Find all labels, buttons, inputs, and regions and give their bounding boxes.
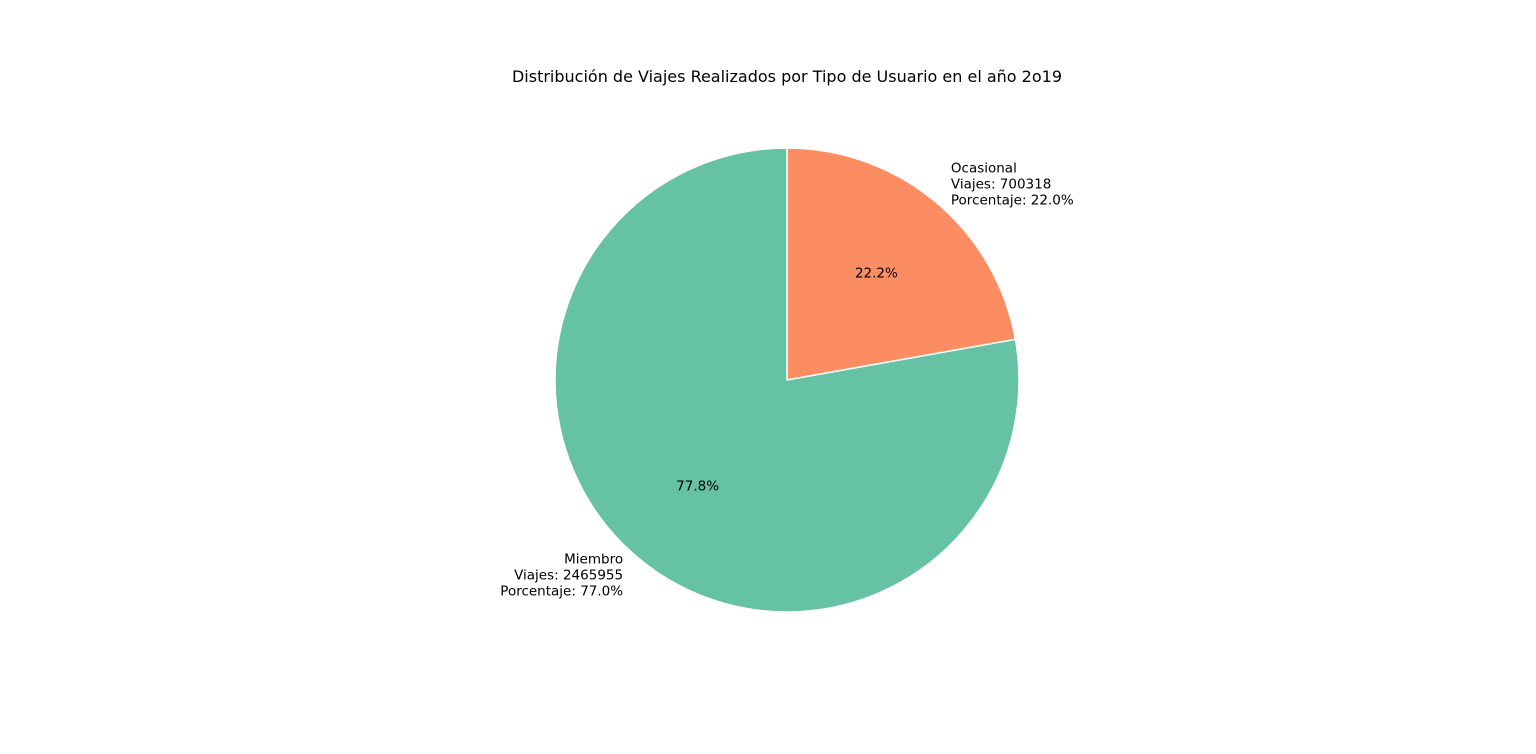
pct-label-ocasional: 22.2% <box>855 265 898 281</box>
pie-slice-miembro <box>554 147 1020 613</box>
slice-label-miembro: Miembro Viajes: 2465955 Porcentaje: 77.0% <box>500 552 623 600</box>
slice-labels: Ocasional Viajes: 700318 Porcentaje: 22.0%… <box>500 160 1074 599</box>
slice-label-line: Viajes: 2465955 <box>514 568 623 584</box>
pie-slices <box>554 147 1020 613</box>
pct-label-miembro: 77.8% <box>676 479 719 495</box>
slice-label-ocasional: Ocasional Viajes: 700318 Porcentaje: 22.0% <box>951 160 1074 208</box>
percentage-labels: 22.2% 77.8% <box>676 265 898 494</box>
chart-title: Distribución de Viajes Realizados por Ti… <box>512 67 1062 86</box>
pie-slice-ocasional <box>786 147 1017 381</box>
slice-label-line: Viajes: 700318 <box>951 176 1051 192</box>
slice-label-line: Porcentaje: 77.0% <box>500 584 623 600</box>
slice-label-line: Ocasional <box>951 160 1017 176</box>
slice-label-line: Porcentaje: 22.0% <box>951 192 1074 208</box>
slice-label-line: Miembro <box>564 552 623 568</box>
